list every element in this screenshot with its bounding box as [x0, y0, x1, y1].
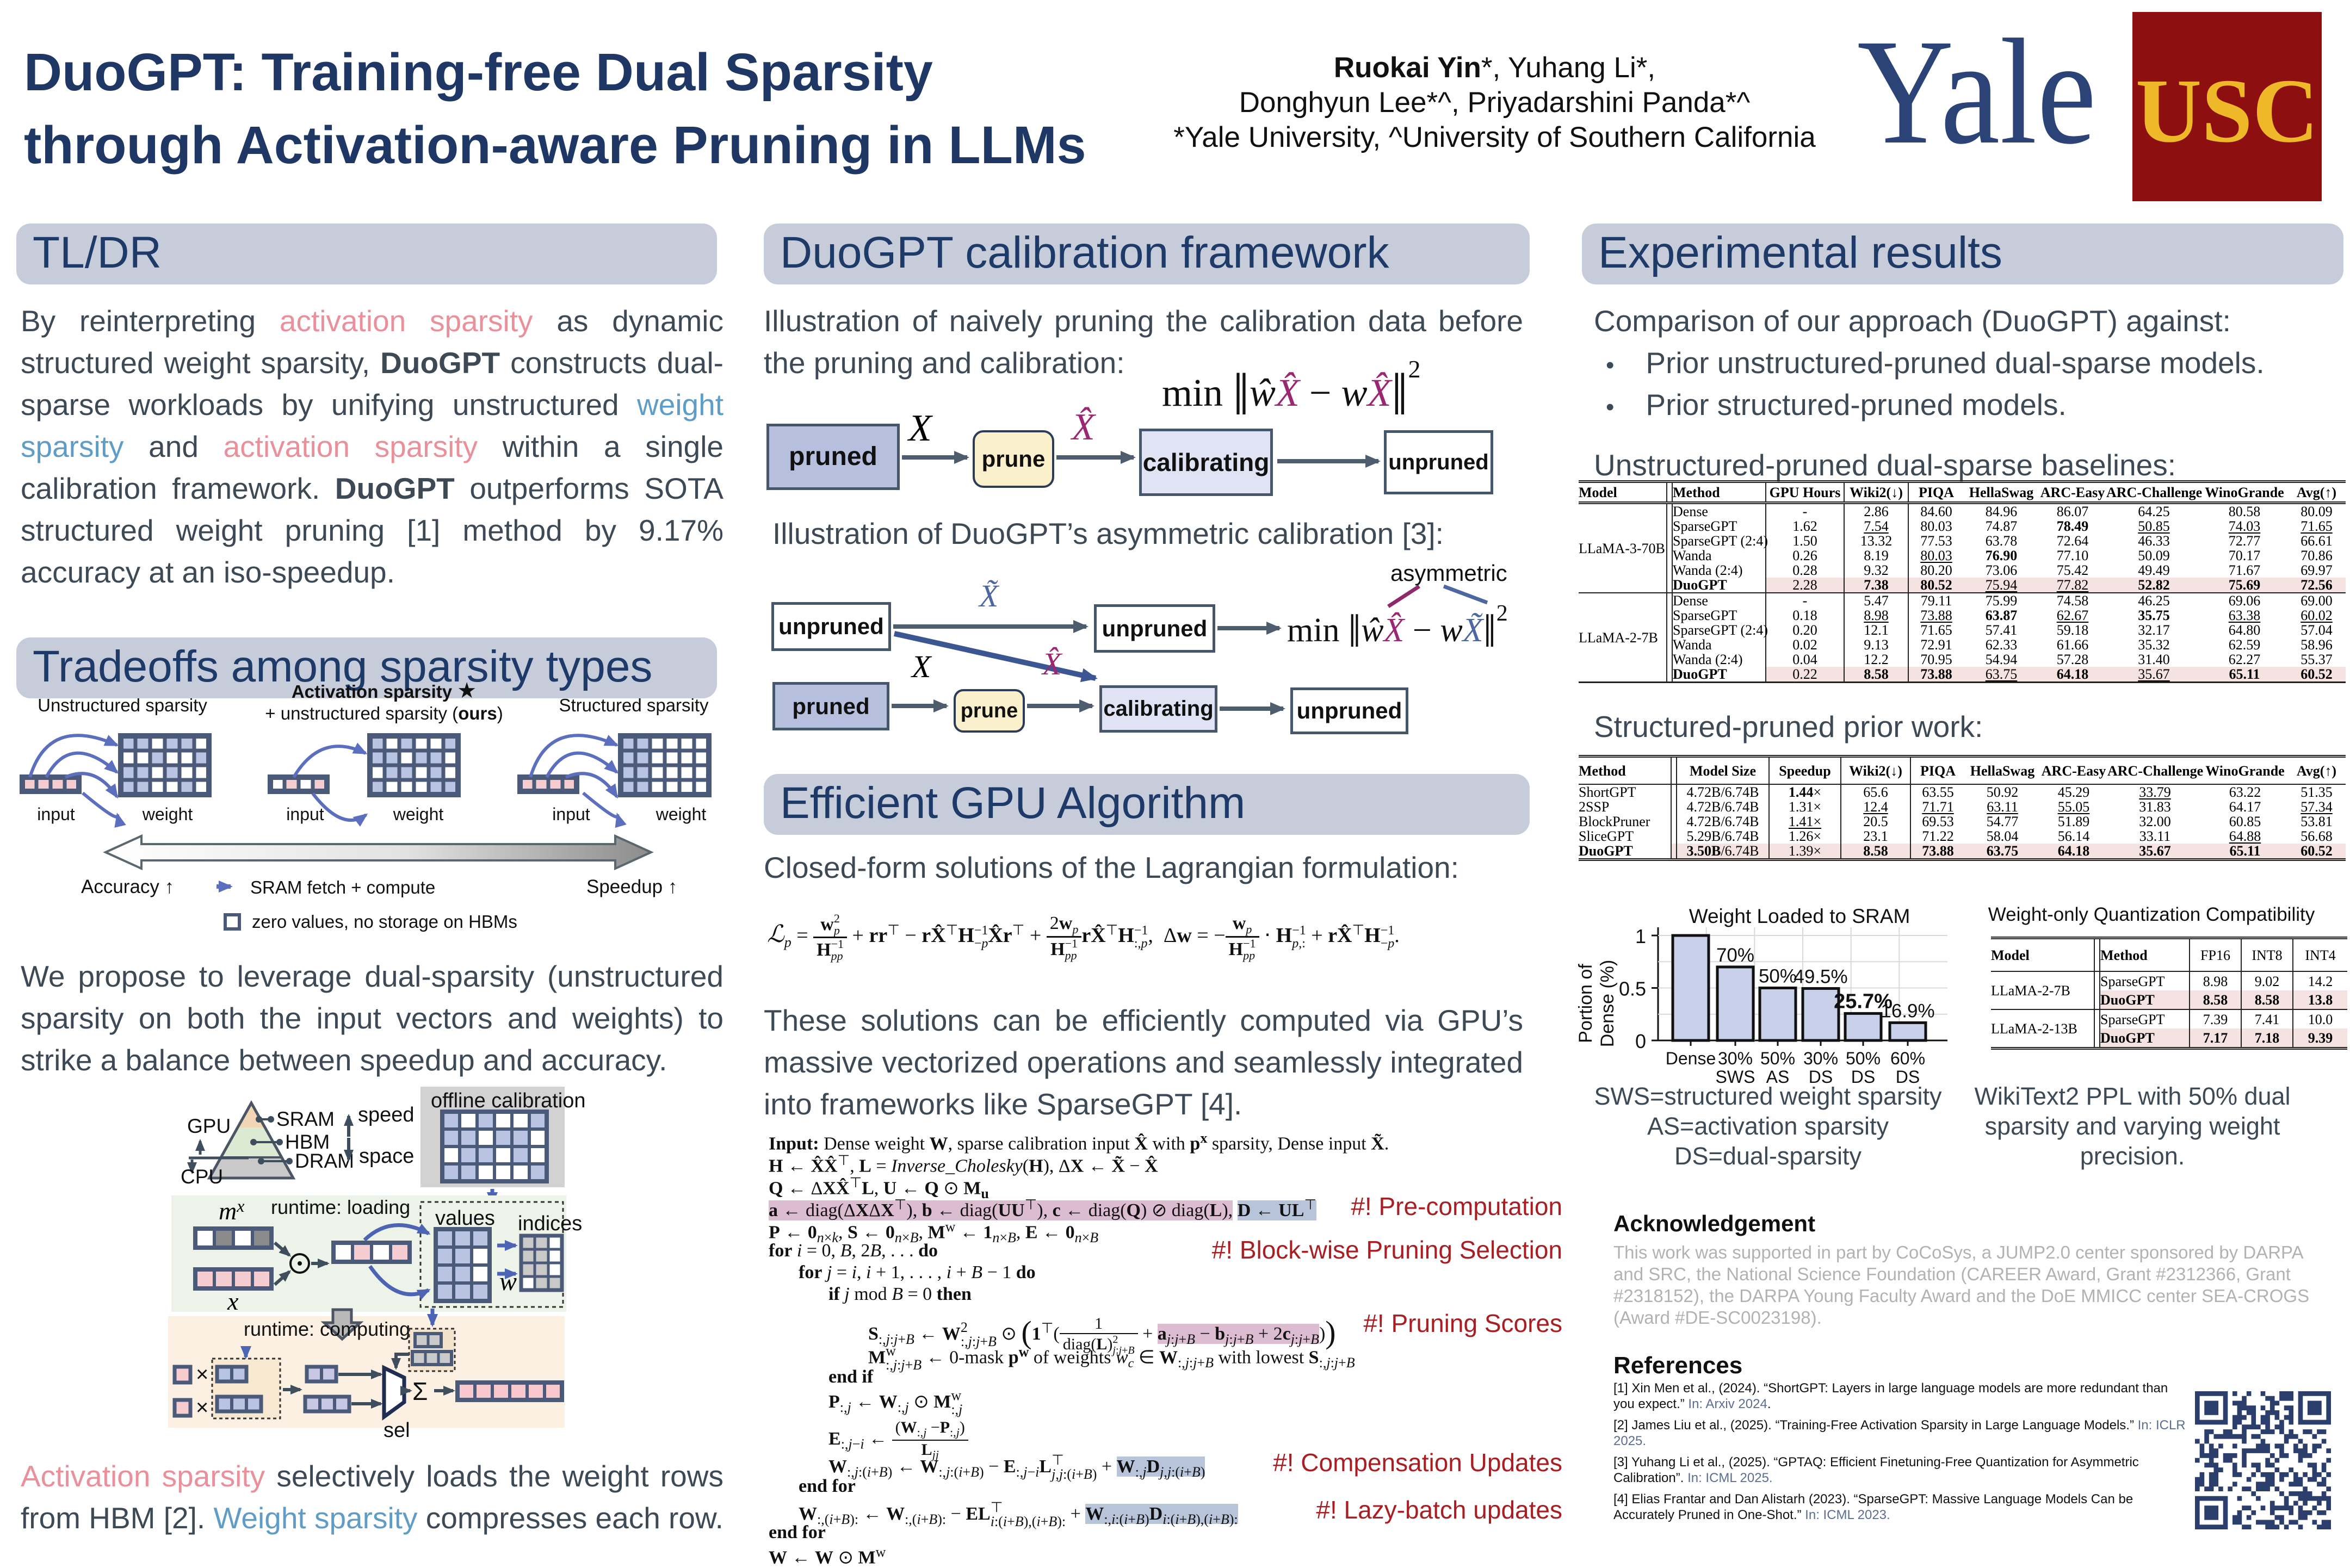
- svg-text:DS: DS: [1851, 1067, 1875, 1087]
- svg-text:60%: 60%: [1890, 1049, 1925, 1068]
- svg-text:×: ×: [196, 1362, 208, 1386]
- svg-text:25.7%: 25.7%: [1834, 990, 1893, 1013]
- svg-text:AS: AS: [1766, 1067, 1790, 1087]
- svg-text:50%: 50%: [1759, 966, 1797, 987]
- svg-text:30%: 30%: [1803, 1049, 1838, 1068]
- svg-text:input: input: [37, 804, 75, 824]
- svg-text:SRAM fetch + compute: SRAM fetch + compute: [250, 877, 435, 897]
- svg-text:SRAM: SRAM: [276, 1108, 335, 1130]
- svg-text:HBM: HBM: [285, 1131, 330, 1153]
- svg-text:0.5: 0.5: [1619, 978, 1646, 1000]
- svg-text:Weight Loaded to SRAM: Weight Loaded to SRAM: [1689, 905, 1910, 927]
- svg-text:70%: 70%: [1716, 945, 1754, 966]
- svg-text:Accuracy ↑: Accuracy ↑: [81, 876, 174, 897]
- svg-text:sel: sel: [384, 1419, 410, 1442]
- svg-text:indices: indices: [518, 1212, 582, 1235]
- svg-text:Dense: Dense: [1666, 1049, 1716, 1068]
- svg-text:space ↑: space ↑: [359, 1145, 430, 1168]
- svg-text:runtime: loading: runtime: loading: [271, 1196, 410, 1218]
- svg-text:×: ×: [196, 1396, 208, 1420]
- svg-text:SWS: SWS: [1716, 1067, 1755, 1087]
- svg-text:X: X: [911, 649, 932, 684]
- svg-text:1: 1: [1635, 925, 1646, 947]
- svg-text:50%: 50%: [1846, 1049, 1881, 1068]
- svg-text:weight: weight: [142, 804, 193, 824]
- svg-text:weight: weight: [393, 804, 444, 824]
- svg-text:X̃: X̃: [978, 578, 1000, 613]
- svg-text:speed ↑: speed ↑: [358, 1104, 430, 1126]
- svg-text:16.9%: 16.9%: [1881, 1000, 1934, 1021]
- svg-text:w: w: [499, 1267, 517, 1296]
- svg-text:weight: weight: [655, 804, 707, 824]
- svg-text:CPU: CPU: [181, 1166, 223, 1188]
- svg-text:49.5%: 49.5%: [1794, 966, 1847, 987]
- svg-text:runtime: computing: runtime: computing: [244, 1318, 410, 1340]
- svg-text:X: X: [907, 407, 933, 449]
- svg-text:X̂: X̂: [1041, 646, 1063, 681]
- svg-text:50%: 50%: [1760, 1049, 1795, 1068]
- svg-text:DRAM: DRAM: [295, 1150, 354, 1172]
- svg-text:input: input: [286, 804, 324, 824]
- svg-text:Σ: Σ: [412, 1377, 428, 1405]
- svg-text:zero values, no storage on HBM: zero values, no storage on HBMs: [252, 912, 517, 932]
- svg-text:mx: mx: [219, 1196, 244, 1225]
- svg-text:X̂: X̂: [1070, 406, 1097, 448]
- svg-text:30%: 30%: [1718, 1049, 1753, 1068]
- svg-text:GPU: GPU: [187, 1115, 231, 1137]
- svg-text:values: values: [435, 1207, 495, 1230]
- svg-text:Portion of: Portion of: [1575, 964, 1596, 1043]
- svg-text:Speedup ↑: Speedup ↑: [586, 876, 677, 897]
- svg-text:x: x: [227, 1287, 239, 1315]
- svg-text:offline calibration: offline calibration: [431, 1089, 585, 1112]
- svg-text:0: 0: [1635, 1030, 1646, 1052]
- svg-text:DS: DS: [1896, 1067, 1920, 1087]
- svg-text:DS: DS: [1809, 1067, 1833, 1087]
- svg-text:Dense (%): Dense (%): [1597, 960, 1618, 1048]
- svg-text:input: input: [552, 804, 590, 824]
